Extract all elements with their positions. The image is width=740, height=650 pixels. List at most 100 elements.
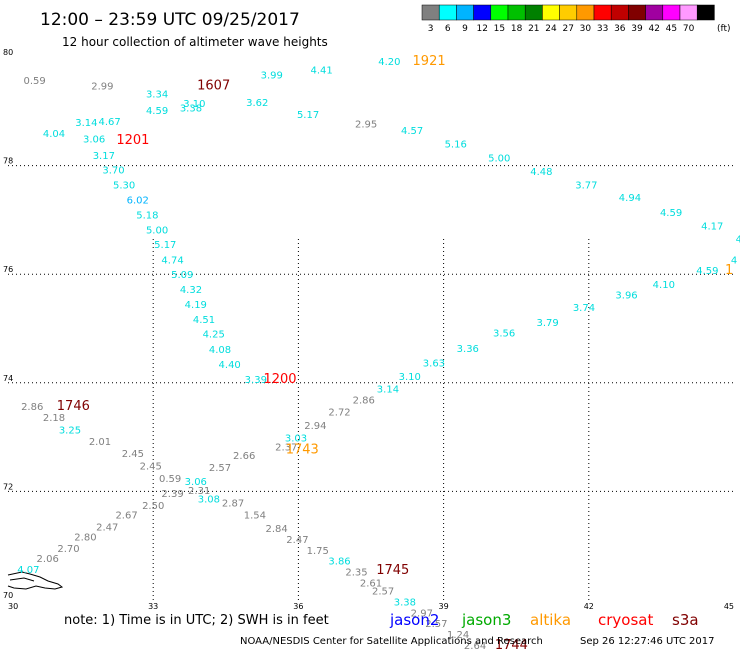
color-swatch (679, 4, 698, 21)
y-tick-label: 70 (3, 591, 13, 600)
color-swatch (559, 4, 578, 21)
color-scale-label: 27 (562, 24, 573, 34)
wave-height-point: 4.20 (378, 57, 400, 68)
color-swatch (507, 4, 526, 21)
wave-height-point: 2.37 (275, 443, 297, 454)
wave-height-point: 2.50 (142, 501, 164, 512)
footer-credit: NOAA/NESDIS Center for Satellite Applica… (240, 636, 543, 647)
wave-height-point: 4 (736, 235, 740, 246)
x-tick-label: 33 (148, 602, 158, 611)
wave-height-point: 3.14 (377, 385, 399, 396)
pass-time-label: 1 (725, 263, 733, 278)
wave-height-point: 4.17 (701, 222, 723, 233)
wave-height-point: 3.62 (246, 98, 268, 109)
wave-height-point: 3.06 (83, 134, 105, 145)
wave-height-point: 0.59 (159, 474, 181, 485)
wave-height-point: 4.41 (310, 65, 332, 76)
color-scale-label: 12 (476, 24, 487, 34)
wave-height-point: 2.57 (209, 463, 231, 474)
color-swatch (490, 4, 509, 21)
wave-height-point: 3.34 (146, 90, 168, 101)
lat-lon-grid (8, 165, 734, 600)
wave-height-point: 4.19 (185, 300, 207, 311)
color-scale-label: 21 (528, 24, 539, 34)
wave-height-point: 4 (731, 255, 737, 266)
wave-height-point: 2.67 (115, 511, 137, 522)
wave-height-point: 3.74 (573, 303, 595, 314)
pass-time-label: 1745 (376, 563, 409, 578)
scale-unit-label: (ft) (717, 24, 731, 34)
color-swatch (524, 4, 543, 21)
color-scale-label: 24 (545, 24, 557, 34)
wave-height-point: 3.08 (198, 494, 220, 505)
wave-height-point: 5.00 (488, 153, 510, 164)
wave-height-point: 5.09 (171, 270, 193, 281)
wave-height-point: 2.80 (74, 532, 96, 543)
color-scale-label: 36 (614, 24, 626, 34)
wave-height-point: 1.54 (244, 511, 266, 522)
x-tick-label: 39 (439, 602, 449, 611)
pass-time-label: 1607 (197, 79, 230, 94)
wave-height-point: 3.17 (93, 151, 115, 162)
wave-height-point: 2.61 (360, 578, 382, 589)
color-swatch (593, 4, 612, 21)
x-tick-label: 30 (8, 602, 18, 611)
wave-height-point: 4.25 (203, 330, 225, 341)
observations-layer: 0.59 2.993.343.103.384.594.673.144.04 3.06… (17, 54, 740, 650)
wave-height-point: 6.02 (127, 196, 149, 207)
color-scale-label: 18 (511, 24, 523, 34)
color-scale-label: 39 (631, 24, 643, 34)
color-swatch (542, 4, 560, 21)
wave-height-point: 5.16 (445, 140, 467, 151)
wave-height-point: 2.66 (233, 451, 255, 462)
wave-height-point: 1.75 (307, 546, 329, 557)
axis-ticks: 30 33 36 39 42 45 70 72 74 76 78 80 (3, 48, 734, 611)
wave-height-point: 2.35 (345, 568, 367, 579)
legend-entry-jason2: jason2 (389, 611, 439, 629)
color-swatch (628, 4, 646, 21)
color-scale-label: 15 (494, 24, 505, 34)
wave-height-point: 2.47 (96, 522, 118, 533)
wave-height-point: 2.97 (411, 608, 433, 619)
color-scale-label: 42 (648, 24, 659, 34)
coastline-shore (9, 577, 35, 582)
wave-height-point: 4.08 (209, 345, 231, 356)
legend-entry-s3a: s3a (672, 611, 699, 629)
wave-height-point: 5.17 (297, 110, 319, 121)
wave-height-point: 3.10 (183, 99, 205, 110)
wave-height-point: 2.99 (91, 82, 113, 93)
color-swatch (473, 4, 492, 21)
wave-height-point: 5.00 (146, 225, 168, 236)
pass-time-label: 1921 (413, 54, 446, 69)
wave-height-point: 3.38 (394, 597, 416, 608)
wave-height-point: 4.59 (146, 106, 168, 117)
x-tick-label: 36 (293, 602, 303, 611)
x-tick-label: 42 (584, 602, 594, 611)
wave-height-point: 2.31 (188, 486, 210, 497)
wave-height-point: 3.77 (575, 180, 597, 191)
wave-height-point: 4.40 (219, 360, 241, 371)
wave-height-point: 4.51 (193, 315, 215, 326)
wave-height-point: 4.04 (43, 129, 65, 140)
color-swatch (456, 4, 474, 21)
wave-height-point: 4.74 (161, 255, 183, 266)
pass-time-label: 1201 (116, 133, 149, 148)
wave-height-point: 4.57 (401, 126, 423, 137)
wave-height-point: 3.25 (59, 425, 81, 436)
wave-height-point: 1.24 (447, 630, 469, 641)
color-swatch (421, 4, 440, 21)
y-tick-label: 72 (3, 482, 13, 491)
color-swatch (610, 4, 629, 21)
wave-height-point: 2.94 (304, 421, 326, 432)
wave-height-point: 3.96 (615, 291, 637, 302)
wave-height-point: 2.64 (464, 641, 486, 650)
color-scale-label: 33 (597, 24, 608, 34)
wave-height-point: 4.59 (696, 266, 718, 277)
wave-height-point: 2.72 (328, 407, 350, 418)
y-tick-label: 76 (3, 265, 13, 274)
wave-height-point: 3.06 (185, 477, 207, 488)
y-tick-label: 80 (3, 48, 13, 57)
wave-height-point: 4.32 (180, 285, 202, 296)
chart-title: 12:00 – 23:59 UTC 09/25/2017 (40, 10, 300, 30)
coastline (7, 571, 64, 590)
